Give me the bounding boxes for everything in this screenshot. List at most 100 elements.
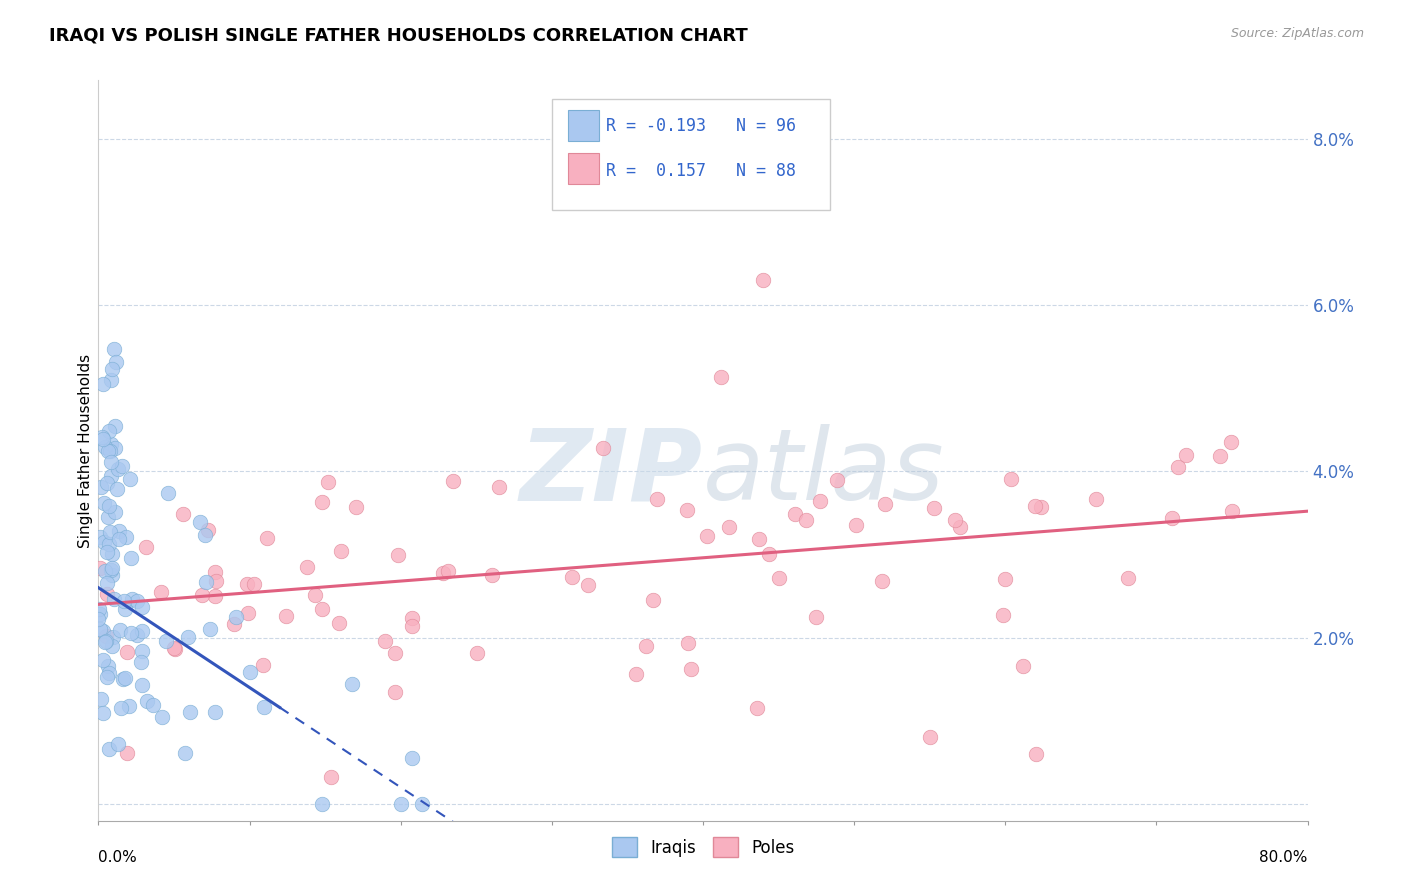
Point — [108, 524, 131, 538]
Point — [465, 646, 488, 660]
Point — [115, 645, 138, 659]
Point — [98, 443, 121, 458]
Point — [89, 530, 111, 544]
Point — [845, 517, 868, 532]
Point — [1024, 500, 1046, 514]
Point — [118, 472, 141, 486]
Point — [634, 639, 657, 653]
Point — [97, 659, 120, 673]
Point — [225, 610, 247, 624]
Point — [1116, 571, 1139, 585]
Text: R =  0.157   N = 88: R = 0.157 N = 88 — [606, 161, 796, 179]
Point — [804, 610, 827, 624]
Text: Source: ZipAtlas.com: Source: ZipAtlas.com — [1230, 27, 1364, 40]
Point — [163, 641, 186, 656]
Text: IRAQI VS POLISH SINGLE FATHER HOUSEHOLDS CORRELATION CHART: IRAQI VS POLISH SINGLE FATHER HOUSEHOLDS… — [49, 27, 748, 45]
Point — [87, 611, 110, 625]
Point — [328, 615, 350, 630]
Point — [91, 653, 114, 667]
Point — [115, 530, 138, 544]
Point — [870, 574, 893, 588]
Point — [316, 475, 339, 489]
Point — [319, 770, 342, 784]
Point — [90, 480, 112, 494]
Point — [389, 797, 412, 811]
Point — [177, 631, 200, 645]
Legend: Iraqis, Poles: Iraqis, Poles — [605, 830, 801, 864]
Point — [89, 622, 111, 636]
Text: R = -0.193   N = 96: R = -0.193 N = 96 — [606, 118, 796, 136]
Point — [110, 700, 132, 714]
Point — [89, 607, 111, 622]
Point — [592, 442, 614, 456]
Point — [100, 455, 122, 469]
FancyBboxPatch shape — [568, 110, 599, 141]
Point — [121, 592, 143, 607]
Point — [103, 592, 125, 607]
Point — [344, 500, 367, 515]
Point — [374, 634, 396, 648]
Point — [112, 594, 135, 608]
Point — [131, 656, 153, 670]
Point — [432, 566, 454, 581]
Point — [991, 607, 1014, 622]
Point — [1012, 659, 1035, 673]
Point — [90, 692, 112, 706]
Point — [576, 578, 599, 592]
Point — [131, 624, 153, 638]
Point — [752, 273, 775, 287]
Point — [387, 549, 409, 563]
FancyBboxPatch shape — [551, 99, 830, 210]
Point — [100, 563, 122, 577]
Point — [93, 496, 115, 510]
Point — [111, 673, 134, 687]
Point — [188, 516, 211, 530]
Point — [222, 616, 245, 631]
Point — [488, 479, 510, 493]
Point — [103, 342, 125, 356]
Point — [150, 710, 173, 724]
Point — [384, 646, 406, 660]
Point — [135, 540, 157, 554]
Point — [190, 588, 212, 602]
Point — [243, 577, 266, 591]
Point — [918, 731, 941, 745]
Point — [101, 639, 124, 653]
Point — [624, 667, 647, 681]
Point — [1000, 473, 1022, 487]
Point — [1024, 747, 1046, 761]
Point — [149, 585, 172, 599]
Point — [1174, 448, 1197, 462]
Point — [204, 705, 226, 719]
Point — [114, 671, 136, 685]
Point — [437, 564, 460, 578]
Point — [295, 560, 318, 574]
Point — [401, 751, 423, 765]
Point — [89, 560, 111, 574]
Point — [311, 495, 333, 509]
Point — [120, 551, 142, 566]
Point — [104, 505, 127, 519]
Point — [274, 609, 297, 624]
Point — [311, 797, 333, 811]
Text: ZIP: ZIP — [520, 425, 703, 521]
Point — [125, 594, 148, 608]
Point — [481, 568, 503, 582]
Point — [104, 442, 127, 456]
Point — [101, 630, 124, 644]
Point — [156, 485, 179, 500]
Point — [96, 545, 118, 559]
Point — [239, 665, 262, 680]
Point — [100, 437, 122, 451]
Point — [101, 561, 124, 575]
Point — [748, 532, 770, 546]
Point — [747, 701, 769, 715]
Point — [441, 475, 464, 489]
Point — [101, 547, 124, 561]
Point — [107, 737, 129, 751]
Point — [155, 634, 177, 648]
Point — [96, 587, 118, 601]
Point — [97, 499, 120, 513]
Point — [676, 503, 699, 517]
Point — [131, 678, 153, 692]
